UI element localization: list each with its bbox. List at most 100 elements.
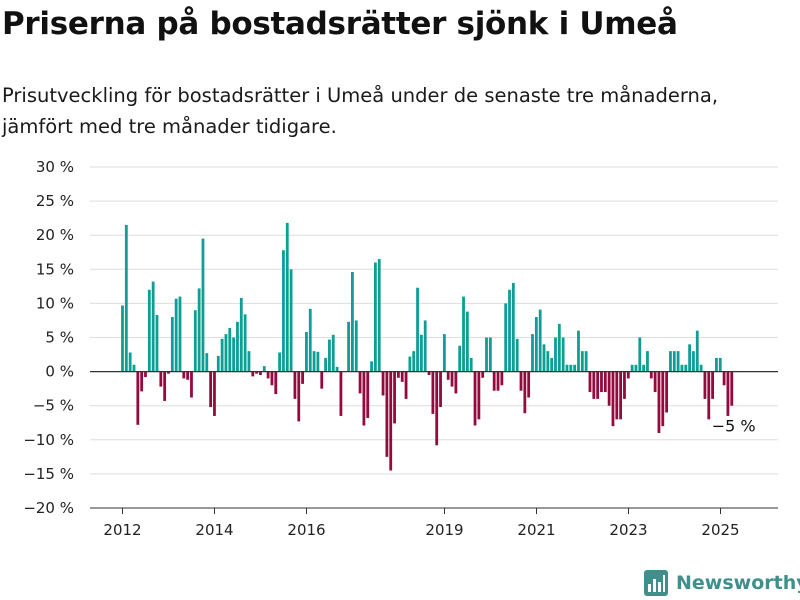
bar [626, 371, 630, 379]
bar [213, 371, 216, 416]
x-tick-label: 2014 [195, 521, 233, 539]
bar [511, 282, 515, 372]
bar [320, 371, 324, 389]
bar [488, 337, 492, 372]
bar [201, 238, 205, 372]
bar [186, 371, 190, 380]
bar [565, 364, 569, 372]
bar [297, 371, 301, 422]
bar [316, 351, 320, 372]
bar [381, 371, 385, 396]
bar [178, 296, 182, 372]
bar [124, 224, 128, 372]
y-tick-label: 0 % [45, 363, 74, 381]
bar [289, 269, 293, 372]
bar [312, 351, 316, 372]
bar [419, 334, 423, 372]
bar [128, 352, 132, 372]
y-axis: 30 % 25 % 20 % 15 % 10 % 5 % 0 % −5 % −10 % −15 %… [23, 158, 74, 517]
chart-title: Priserna på bostadsrätter sjönk i Umeå [2, 6, 678, 42]
bar [473, 371, 477, 426]
bar [396, 371, 400, 378]
bar [236, 321, 239, 372]
bar [500, 371, 504, 386]
bar [661, 371, 665, 427]
y-tick-label: 20 % [36, 226, 74, 244]
bar [695, 330, 699, 372]
bar [584, 351, 588, 372]
bar [715, 357, 718, 372]
bar [193, 310, 197, 372]
bar [366, 371, 370, 418]
bar [197, 288, 201, 372]
bar [216, 355, 220, 372]
x-tick-label: 2021 [517, 521, 555, 539]
bar [400, 371, 404, 382]
bar [615, 371, 619, 420]
bar [611, 371, 615, 427]
bar [285, 222, 289, 372]
bar [600, 371, 603, 393]
bar [385, 371, 389, 457]
bar [431, 371, 435, 414]
bar [305, 332, 308, 372]
bar [515, 338, 519, 372]
bar [239, 297, 243, 372]
bar [255, 371, 259, 374]
bar [554, 337, 557, 372]
bar [121, 305, 124, 372]
bar [282, 250, 285, 372]
bar [669, 351, 672, 372]
y-tick-label: 5 % [45, 329, 74, 347]
x-tick-label: 2016 [287, 521, 325, 539]
x-tick-label: 2023 [609, 521, 647, 539]
bar [439, 371, 442, 408]
bar [623, 371, 626, 399]
bar [278, 352, 281, 372]
bar [220, 338, 224, 372]
bar [170, 317, 174, 372]
bar [259, 371, 262, 376]
gridlines [90, 166, 778, 509]
bar [412, 351, 416, 372]
bar [370, 361, 373, 372]
bar [159, 371, 163, 387]
bar [163, 371, 167, 401]
bar [351, 272, 354, 372]
bar [335, 366, 339, 372]
bar [573, 364, 577, 372]
bar [308, 308, 312, 372]
bar [301, 371, 304, 384]
x-axis: 2012 2014 2016 2019 2021 2023 2025 [90, 507, 778, 539]
bar [209, 371, 213, 408]
bars [121, 222, 734, 471]
y-tick-label: −10 % [23, 431, 74, 449]
x-tick-label: 2019 [425, 521, 463, 539]
bar [416, 287, 419, 372]
chart-subtitle: Prisutveckling för bostadsrätter i Umeå … [2, 84, 719, 138]
bar [274, 371, 278, 395]
y-tick-label: 10 % [36, 294, 74, 312]
y-tick-label: −15 % [23, 465, 74, 483]
newsworthy-bar-chart-icon [644, 570, 668, 596]
newsworthy-logo[interactable]: Newsworthy [644, 568, 800, 598]
bar [393, 371, 396, 424]
bar [546, 351, 550, 372]
bar [174, 298, 178, 372]
bar [711, 371, 714, 399]
bar [458, 345, 462, 372]
brand-name: Newsworthy [676, 572, 800, 594]
bar [718, 357, 722, 372]
y-tick-label: −20 % [23, 499, 74, 517]
bar [665, 371, 669, 413]
bar [331, 334, 335, 372]
bar [481, 371, 485, 378]
last-value-annotation: −5 % [712, 417, 756, 436]
bar [492, 371, 496, 391]
bar [550, 357, 554, 372]
bar [607, 371, 611, 406]
bar [155, 314, 159, 372]
y-tick-label: −5 % [33, 397, 74, 415]
bar [730, 371, 734, 406]
bar [232, 337, 236, 372]
